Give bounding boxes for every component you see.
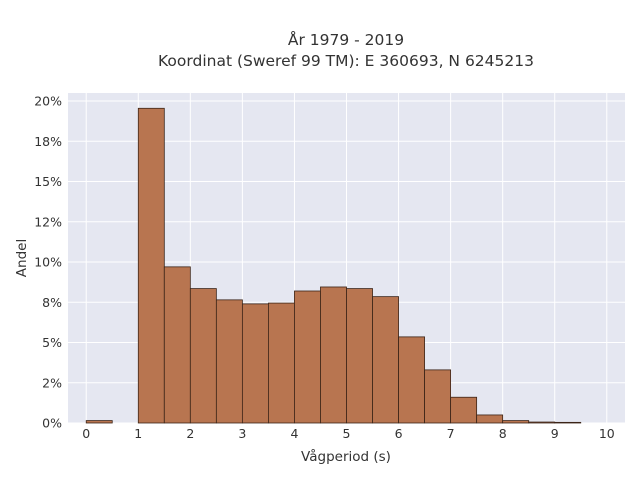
y-tick-label: 2% (42, 375, 62, 390)
y-axis-ticks: 0% 2% 5% 8% 10% 12% 15% 18% 20% (34, 94, 62, 431)
histogram-bar (215, 299, 243, 424)
y-tick-label: 15% (34, 174, 62, 189)
histogram-bar (450, 396, 478, 424)
histogram-bar (241, 303, 269, 424)
y-tick-label: 8% (42, 295, 62, 310)
chart-title-line-2: Koordinat (Sweref 99 TM): E 360693, N 62… (158, 52, 534, 70)
histogram-bar (476, 414, 504, 424)
x-tick-label: 3 (238, 426, 246, 441)
histogram-bar (268, 302, 295, 424)
y-tick-label: 12% (34, 214, 62, 229)
histogram-bar (137, 107, 165, 424)
x-tick-label: 10 (599, 426, 615, 441)
histogram-bar (424, 369, 452, 424)
x-tick-label: 2 (186, 426, 194, 441)
histogram-bar (372, 296, 399, 424)
histogram-bar (163, 266, 191, 424)
x-tick-label: 5 (343, 426, 351, 441)
x-tick-label: 1 (134, 426, 142, 441)
y-tick-label: 20% (34, 94, 62, 109)
histogram-bar (320, 286, 347, 424)
x-tick-label: 9 (551, 426, 559, 441)
y-tick-label: 0% (42, 416, 62, 431)
chart-title-line-1: År 1979 - 2019 (288, 30, 404, 49)
x-tick-label: 7 (447, 426, 455, 441)
x-axis-label: Vågperiod (s) (301, 448, 391, 465)
y-tick-label: 18% (34, 134, 62, 149)
histogram-bar (85, 420, 113, 424)
x-tick-label: 6 (395, 426, 403, 441)
histogram-bar (189, 288, 217, 424)
histogram-bar (528, 421, 556, 424)
histogram-bar (294, 290, 321, 424)
y-axis-label: Andel (14, 239, 30, 277)
histogram-bar (346, 288, 373, 424)
y-tick-label: 5% (42, 335, 62, 350)
x-axis-ticks: 0 1 2 3 4 5 6 7 8 9 10 (82, 426, 615, 441)
histogram-bars (85, 107, 582, 424)
x-tick-label: 0 (82, 426, 90, 441)
histogram-bar (398, 336, 425, 424)
x-tick-label: 4 (290, 426, 298, 441)
x-tick-label: 8 (499, 426, 507, 441)
y-tick-label: 10% (34, 255, 62, 270)
histogram-bar (502, 420, 530, 424)
histogram-bar (554, 421, 582, 424)
